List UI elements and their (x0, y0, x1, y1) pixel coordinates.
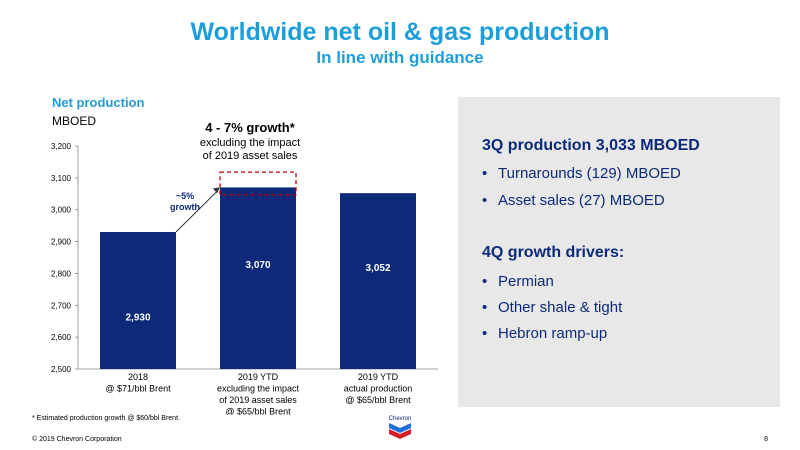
panel-bullet-item: • Asset sales (27) MBOED (482, 192, 665, 209)
footnote: * Estimated production growth @ $60/bbl … (32, 415, 180, 422)
x-category-label: 2019 YTD (358, 372, 399, 382)
y-tick-label: 2,800 (51, 269, 72, 278)
panel-bullet-text: Asset sales (27) MBOED (498, 192, 665, 209)
panel-heading-drivers: 4Q growth drivers: (482, 244, 625, 261)
panel-heading-production: 3Q production 3,033 MBOED (482, 137, 700, 154)
y-tick-label: 2,700 (51, 301, 72, 310)
bar-value-label: 3,070 (245, 260, 270, 271)
y-tick-label: 3,000 (51, 206, 72, 215)
bar-value-label: 3,052 (365, 263, 390, 274)
bar (100, 232, 176, 369)
growth-arrow-line (175, 190, 219, 233)
copyright: © 2019 Chevron Corporation (32, 436, 122, 443)
growth-annotation-line: growth (170, 202, 200, 212)
bullet-icon: • (482, 325, 488, 342)
x-category-label: of 2019 asset sales (219, 395, 297, 405)
growth-annotation-line: ~5% (175, 191, 195, 201)
panel-bullet-text: Other shale & tight (498, 299, 623, 316)
chart-title: Net production (52, 95, 145, 110)
panel-bullet-text: Turnarounds (129) MBOED (498, 165, 681, 182)
guidance-range-box (219, 171, 297, 196)
callout-subtitle: excluding the impact of 2019 asset sales (185, 137, 315, 163)
y-tick-label: 2,500 (51, 365, 72, 374)
y-tick-label: 3,200 (51, 142, 72, 151)
x-category-label: actual production (344, 384, 413, 394)
callout-title: 4 - 7% growth* (205, 120, 295, 135)
chevron-logo-icon: Chevron (389, 416, 412, 439)
y-tick-label: 2,900 (51, 238, 72, 247)
panel-bullet-item: • Other shale & tight (482, 299, 622, 316)
panel-bullet-text: Permian (498, 273, 554, 290)
y-tick-label: 2,600 (51, 333, 72, 342)
x-category-label: @ $65/bbl Brent (345, 395, 411, 405)
bar-chart: 2,500 2,600 2,700 2,800 2,900 3,000 3,100 3,200… (51, 142, 438, 416)
chart-unit-label: MBOED (52, 114, 97, 128)
summary-panel: 3Q production 3,033 MBOED • Turnarounds (… (458, 97, 780, 407)
panel-bullet-text: Hebron ramp-up (498, 325, 608, 342)
panel-bullet-item: • Hebron ramp-up (482, 325, 607, 342)
x-category-label: 2019 YTD (238, 372, 279, 382)
panel-bullet-item: • Turnarounds (129) MBOED (482, 165, 681, 182)
bullet-icon: • (482, 192, 488, 209)
bullet-icon: • (482, 165, 488, 182)
bar (340, 193, 416, 369)
page-number: 8 (764, 436, 768, 443)
x-category-label: excluding the impact (217, 384, 300, 394)
x-category-label: @ $71/bbl Brent (105, 384, 171, 394)
callout-subtitle-line: excluding the impact (199, 137, 301, 149)
slide-title: Worldwide net oil & gas production (190, 18, 610, 46)
growth-arrow-head (213, 187, 220, 194)
bar-value-label: 2,930 (125, 313, 150, 324)
x-category-label: 2018 (128, 372, 148, 382)
slide-subtitle: In line with guidance (316, 48, 484, 67)
panel-bullet-item: • Permian (482, 273, 554, 290)
bullet-icon: • (482, 273, 488, 290)
bar (220, 187, 296, 369)
bullet-icon: • (482, 299, 488, 316)
y-tick-label: 3,100 (51, 174, 72, 183)
chevron-logo-text: Chevron (389, 416, 412, 422)
x-category-label: @ $65/bbl Brent (225, 407, 291, 416)
callout-subtitle-line: of 2019 asset sales (202, 150, 298, 162)
growth-annotation: ~5% growth (150, 191, 220, 213)
